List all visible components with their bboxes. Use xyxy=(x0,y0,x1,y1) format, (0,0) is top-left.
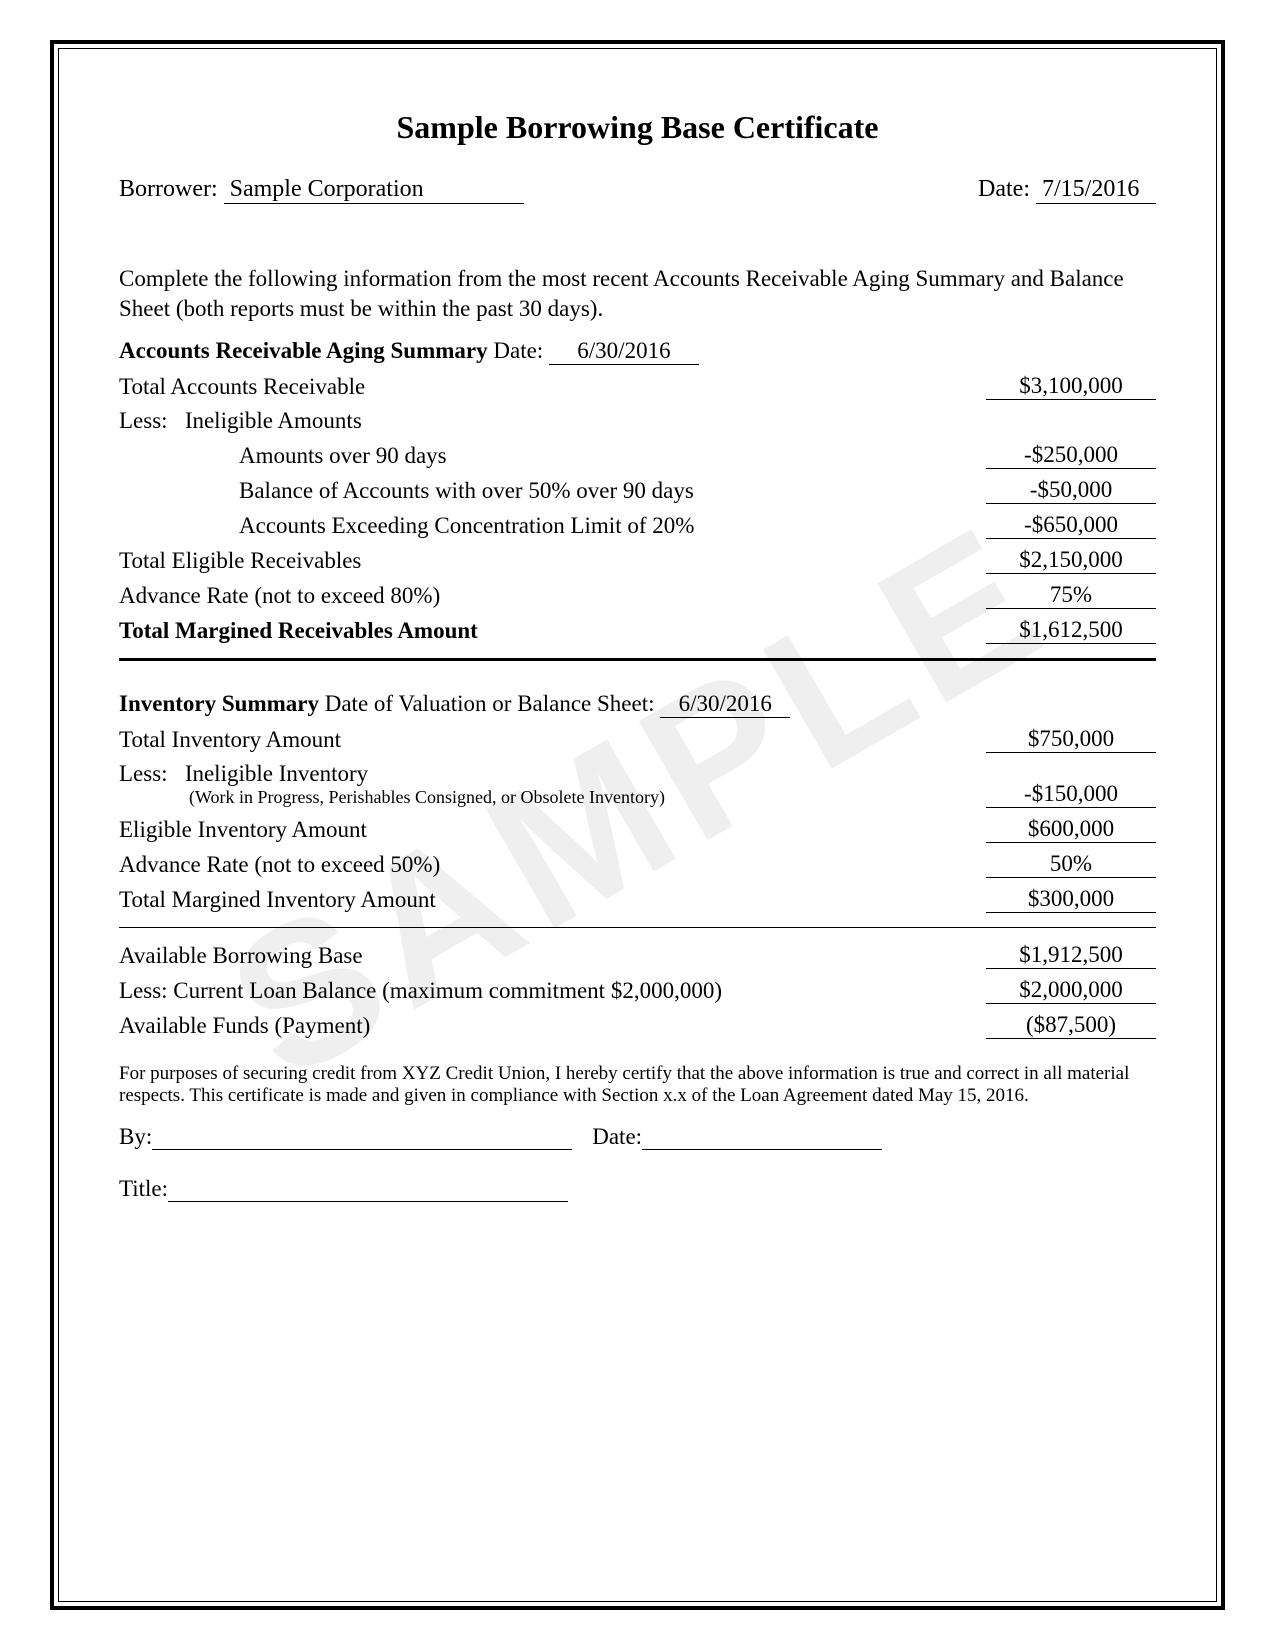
borrower-field: Borrower: Sample Corporation xyxy=(119,176,524,204)
inv-margined-row: Total Margined Inventory Amount $300,000 xyxy=(119,886,1156,913)
ar-advance-value: 75% xyxy=(986,582,1156,609)
date-value: 7/15/2016 xyxy=(1036,176,1156,204)
inv-heading-label: Inventory Summary xyxy=(119,691,319,716)
summary-available-label: Available Funds (Payment) xyxy=(119,1013,986,1039)
inv-ineligible-label: Ineligible Inventory xyxy=(185,761,368,786)
ar-advance-row: Advance Rate (not to exceed 80%) 75% xyxy=(119,582,1156,609)
summary-base-label: Available Borrowing Base xyxy=(119,943,986,969)
inv-total-row: Total Inventory Amount $750,000 xyxy=(119,726,1156,753)
borrower-label: Borrower: xyxy=(119,176,218,202)
outer-border: SAMPLE Sample Borrowing Base Certificate… xyxy=(50,40,1225,1610)
ar-concentration-row: Accounts Exceeding Concentration Limit o… xyxy=(119,512,1156,539)
ar-total-row: Total Accounts Receivable $3,100,000 xyxy=(119,373,1156,400)
document-title: Sample Borrowing Base Certificate xyxy=(119,109,1156,146)
inv-date-value: 6/30/2016 xyxy=(660,691,790,718)
inv-less-row: Less: Ineligible Inventory (Work in Prog… xyxy=(119,761,1156,808)
ar-balance50-label: Balance of Accounts with over 50% over 9… xyxy=(119,478,986,504)
inv-heading-row: Inventory Summary Date of Valuation or B… xyxy=(119,691,1156,718)
ar-balance50-value: -$50,000 xyxy=(986,477,1156,504)
ar-eligible-value: $2,150,000 xyxy=(986,547,1156,574)
summary-loan-label: Less: Current Loan Balance (maximum comm… xyxy=(119,978,986,1004)
title-label: Title: xyxy=(119,1176,168,1202)
signature-row-1: By: Date: xyxy=(119,1124,1156,1150)
inv-advance-value: 50% xyxy=(986,851,1156,878)
inv-margined-value: $300,000 xyxy=(986,886,1156,913)
summary-available-value: ($87,500) xyxy=(986,1012,1156,1039)
certification-text: For purposes of securing credit from XYZ… xyxy=(119,1063,1156,1107)
signature-row-2: Title: xyxy=(119,1176,1156,1202)
inv-total-value: $750,000 xyxy=(986,726,1156,753)
ar-total-label: Total Accounts Receivable xyxy=(119,374,986,400)
ar-heading-label: Accounts Receivable Aging Summary xyxy=(119,338,488,363)
ar-ineligible-label: Ineligible Amounts xyxy=(185,408,362,433)
by-line xyxy=(152,1149,572,1150)
ar-concentration-value: -$650,000 xyxy=(986,512,1156,539)
ar-date-label-text: Date: xyxy=(493,338,543,363)
inv-advance-label: Advance Rate (not to exceed 50%) xyxy=(119,852,986,878)
inv-eligible-row: Eligible Inventory Amount $600,000 xyxy=(119,816,1156,843)
header-row: Borrower: Sample Corporation Date: 7/15/… xyxy=(119,176,1156,204)
summary-loan-value: $2,000,000 xyxy=(986,977,1156,1004)
inv-less-label: Less: xyxy=(119,761,168,786)
summary-base-value: $1,912,500 xyxy=(986,942,1156,969)
date-label: Date: xyxy=(978,176,1030,202)
inv-margined-label: Total Margined Inventory Amount xyxy=(119,887,986,913)
ar-eligible-row: Total Eligible Receivables $2,150,000 xyxy=(119,547,1156,574)
sig-date-label: Date: xyxy=(592,1124,642,1150)
ar-over90-value: -$250,000 xyxy=(986,442,1156,469)
summary-available-row: Available Funds (Payment) ($87,500) xyxy=(119,1012,1156,1039)
date-field: Date: 7/15/2016 xyxy=(978,176,1156,204)
ar-less-label: Less: xyxy=(119,408,168,433)
ar-date-value: 6/30/2016 xyxy=(549,338,699,365)
document-content: Sample Borrowing Base Certificate Borrow… xyxy=(119,109,1156,1202)
by-label: By: xyxy=(119,1124,152,1150)
divider-thin xyxy=(119,927,1156,928)
ar-over90-row: Amounts over 90 days -$250,000 xyxy=(119,442,1156,469)
instructions-text: Complete the following information from … xyxy=(119,264,1156,324)
inv-date-label: Date of Valuation or Balance Sheet: xyxy=(325,691,655,716)
sig-date-line xyxy=(642,1149,882,1150)
inv-eligible-value: $600,000 xyxy=(986,816,1156,843)
ar-advance-label: Advance Rate (not to exceed 80%) xyxy=(119,583,986,609)
ar-over90-label: Amounts over 90 days xyxy=(119,443,986,469)
divider-thick xyxy=(119,658,1156,661)
borrower-value: Sample Corporation xyxy=(224,176,524,204)
inner-border: SAMPLE Sample Borrowing Base Certificate… xyxy=(58,48,1217,1602)
summary-base-row: Available Borrowing Base $1,912,500 xyxy=(119,942,1156,969)
ar-balance50-row: Balance of Accounts with over 50% over 9… xyxy=(119,477,1156,504)
ar-heading-row: Accounts Receivable Aging Summary Date: … xyxy=(119,338,1156,365)
ar-total-value: $3,100,000 xyxy=(986,373,1156,400)
inv-advance-row: Advance Rate (not to exceed 50%) 50% xyxy=(119,851,1156,878)
ar-less-row: Less: Ineligible Amounts xyxy=(119,408,1156,434)
title-line xyxy=(168,1201,568,1202)
inv-total-label: Total Inventory Amount xyxy=(119,727,986,753)
ar-eligible-label: Total Eligible Receivables xyxy=(119,548,986,574)
ar-concentration-label: Accounts Exceeding Concentration Limit o… xyxy=(119,513,986,539)
inv-ineligible-value: -$150,000 xyxy=(986,781,1156,808)
ar-margined-label: Total Margined Receivables Amount xyxy=(119,618,986,644)
ar-margined-row: Total Margined Receivables Amount $1,612… xyxy=(119,617,1156,644)
inv-ineligible-sub: (Work in Progress, Perishables Consigned… xyxy=(119,787,986,808)
ar-margined-value: $1,612,500 xyxy=(986,617,1156,644)
inv-eligible-label: Eligible Inventory Amount xyxy=(119,817,986,843)
summary-loan-row: Less: Current Loan Balance (maximum comm… xyxy=(119,977,1156,1004)
